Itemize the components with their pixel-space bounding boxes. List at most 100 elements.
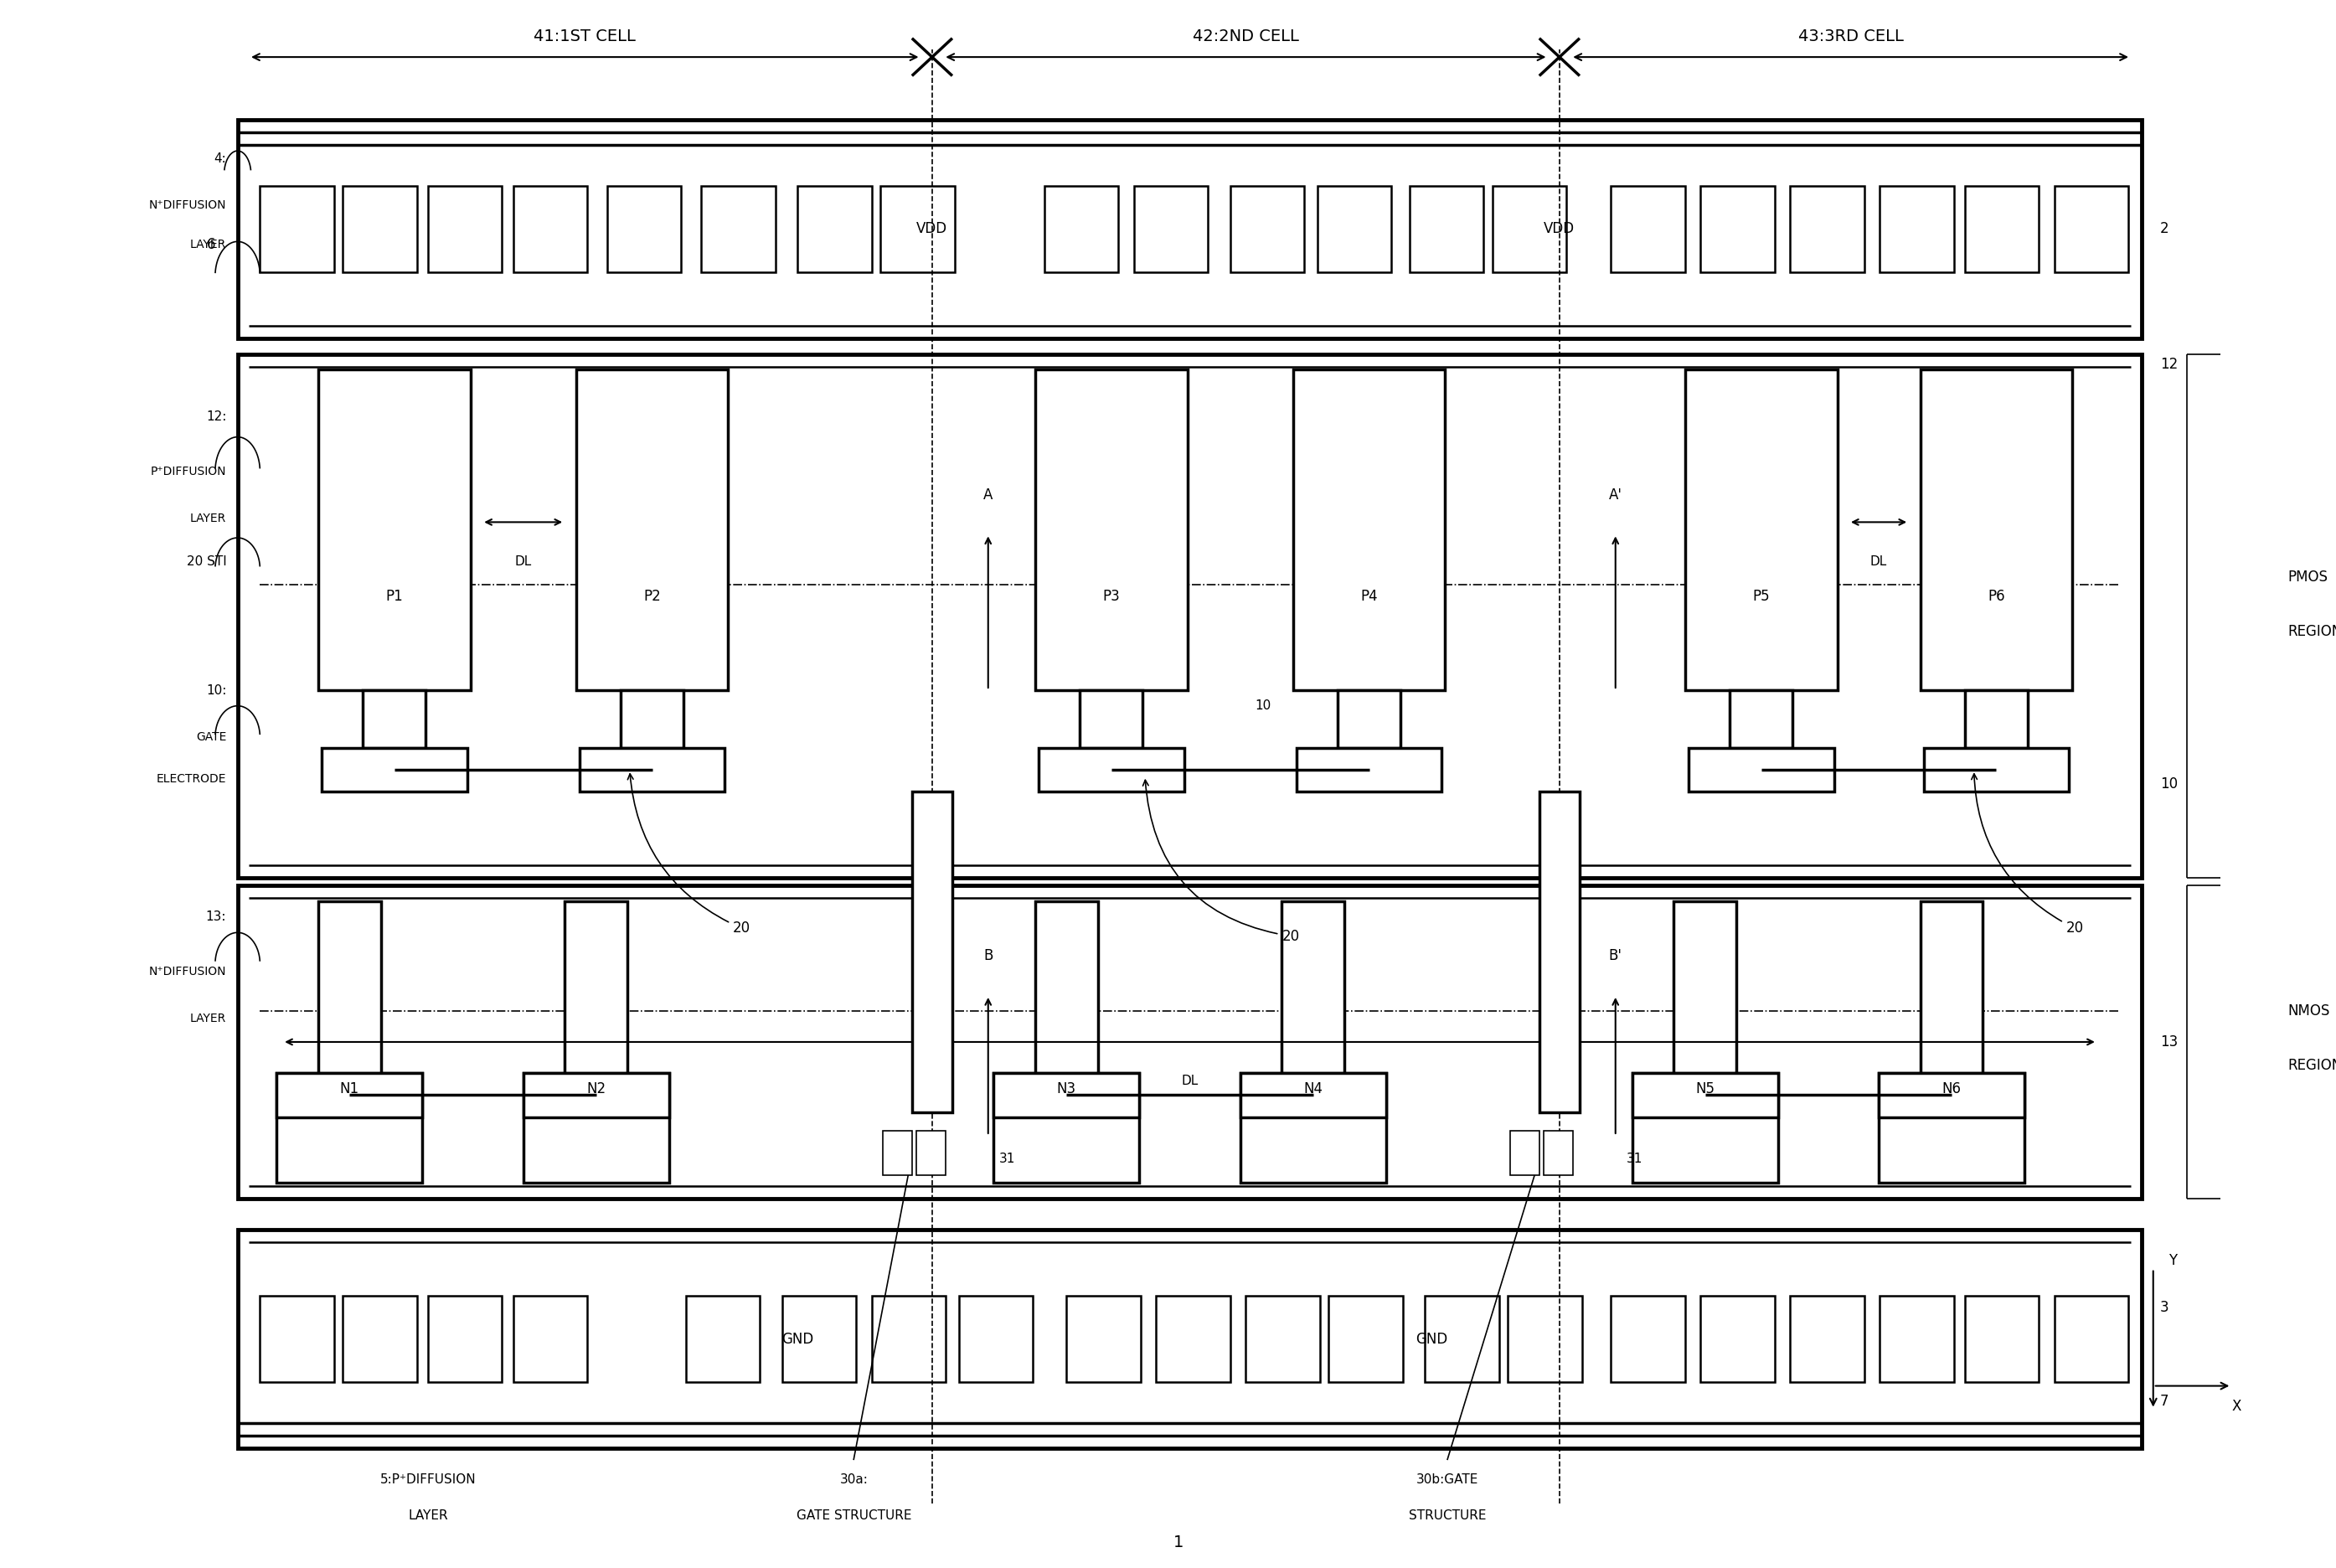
Text: 5:P⁺DIFFUSION: 5:P⁺DIFFUSION xyxy=(381,1474,477,1486)
Text: 31: 31 xyxy=(1626,1152,1642,1165)
Text: STRUCTURE: STRUCTURE xyxy=(1409,1510,1486,1523)
Text: 1: 1 xyxy=(1173,1534,1184,1551)
Bar xyxy=(579,748,724,792)
Bar xyxy=(783,1297,855,1381)
Text: 4:: 4: xyxy=(215,152,227,165)
Bar xyxy=(276,1073,423,1116)
Bar xyxy=(343,187,416,271)
Bar xyxy=(1035,902,1098,1073)
Bar xyxy=(2056,1297,2128,1381)
Bar xyxy=(565,902,628,1073)
Bar xyxy=(607,187,682,271)
Text: 10: 10 xyxy=(1254,699,1271,712)
Text: 7: 7 xyxy=(2161,1394,2168,1410)
Text: GATE STRUCTURE: GATE STRUCTURE xyxy=(797,1510,911,1523)
Bar xyxy=(318,902,381,1073)
Bar xyxy=(1329,1297,1402,1381)
Text: 13:: 13: xyxy=(206,911,227,924)
Bar xyxy=(1544,1131,1572,1174)
Bar xyxy=(1673,902,1736,1073)
Bar xyxy=(514,1297,586,1381)
Bar xyxy=(1689,748,1834,792)
Bar xyxy=(318,370,470,690)
Bar xyxy=(276,1073,423,1182)
Text: REGION: REGION xyxy=(2287,1058,2336,1073)
Text: X: X xyxy=(2231,1399,2240,1414)
Bar xyxy=(1231,187,1303,271)
Bar xyxy=(1965,187,2039,271)
Text: Y: Y xyxy=(2168,1253,2177,1269)
Bar xyxy=(1079,690,1142,748)
Text: 2: 2 xyxy=(2161,221,2168,237)
Bar xyxy=(523,1073,668,1182)
Text: NMOS: NMOS xyxy=(2287,1004,2329,1018)
Text: 20: 20 xyxy=(628,773,750,936)
Text: DL: DL xyxy=(1871,555,1887,568)
Text: PMOS: PMOS xyxy=(2287,569,2329,585)
Bar xyxy=(687,1297,759,1381)
Bar xyxy=(1509,1131,1539,1174)
Text: 41:1ST CELL: 41:1ST CELL xyxy=(535,28,635,44)
Text: P3: P3 xyxy=(1103,590,1119,604)
Bar xyxy=(362,690,425,748)
Text: 31: 31 xyxy=(1000,1152,1016,1165)
Bar xyxy=(2056,187,2128,271)
Bar xyxy=(1035,370,1187,690)
Text: DL: DL xyxy=(514,555,533,568)
Bar xyxy=(238,119,2142,339)
Bar xyxy=(1509,1297,1581,1381)
Text: ELECTRODE: ELECTRODE xyxy=(157,773,227,786)
Text: 20: 20 xyxy=(1972,775,2084,936)
Text: VDD: VDD xyxy=(1544,221,1574,237)
Bar xyxy=(1701,187,1775,271)
Text: 20: 20 xyxy=(1142,779,1299,944)
Text: 3: 3 xyxy=(2161,1300,2168,1316)
Bar xyxy=(343,1297,416,1381)
Bar xyxy=(1245,1297,1320,1381)
Bar xyxy=(701,187,776,271)
Bar xyxy=(871,1297,946,1381)
Bar xyxy=(1880,187,1953,271)
Bar xyxy=(1923,748,2070,792)
Bar xyxy=(514,187,586,271)
Bar xyxy=(427,1297,502,1381)
Text: 12:: 12: xyxy=(206,411,227,423)
Text: P2: P2 xyxy=(642,590,661,604)
Text: LAYER: LAYER xyxy=(409,1510,449,1523)
Bar xyxy=(1240,1073,1385,1182)
Bar xyxy=(911,792,953,1112)
Text: 13: 13 xyxy=(2161,1035,2177,1049)
Text: B': B' xyxy=(1610,949,1621,963)
Bar xyxy=(1493,187,1565,271)
Text: P5: P5 xyxy=(1752,590,1771,604)
Text: 12: 12 xyxy=(2161,358,2177,372)
Bar xyxy=(1878,1073,2025,1116)
Text: 10: 10 xyxy=(2161,776,2177,792)
Bar xyxy=(322,748,467,792)
Bar xyxy=(1612,1297,1684,1381)
Text: 42:2ND CELL: 42:2ND CELL xyxy=(1194,28,1299,44)
Text: P4: P4 xyxy=(1360,590,1378,604)
Bar xyxy=(259,187,334,271)
Bar xyxy=(1040,748,1184,792)
Text: GATE: GATE xyxy=(196,731,227,743)
Bar xyxy=(1633,1073,1778,1182)
Text: N3: N3 xyxy=(1056,1082,1077,1096)
Text: 30a:: 30a: xyxy=(839,1474,869,1486)
Bar xyxy=(577,370,729,690)
Bar xyxy=(1729,690,1792,748)
Bar xyxy=(259,1297,334,1381)
Bar xyxy=(1296,748,1441,792)
Bar xyxy=(238,886,2142,1198)
Bar xyxy=(523,1073,668,1116)
Bar xyxy=(1409,187,1483,271)
Text: A': A' xyxy=(1610,488,1621,502)
Text: LAYER: LAYER xyxy=(189,1013,227,1024)
Text: GND: GND xyxy=(1416,1331,1448,1347)
Bar xyxy=(1156,1297,1231,1381)
Bar xyxy=(1318,187,1392,271)
Text: N6: N6 xyxy=(1941,1082,1962,1096)
Text: LAYER: LAYER xyxy=(189,513,227,524)
Text: 43:3RD CELL: 43:3RD CELL xyxy=(1799,28,1904,44)
Bar xyxy=(1684,370,1838,690)
